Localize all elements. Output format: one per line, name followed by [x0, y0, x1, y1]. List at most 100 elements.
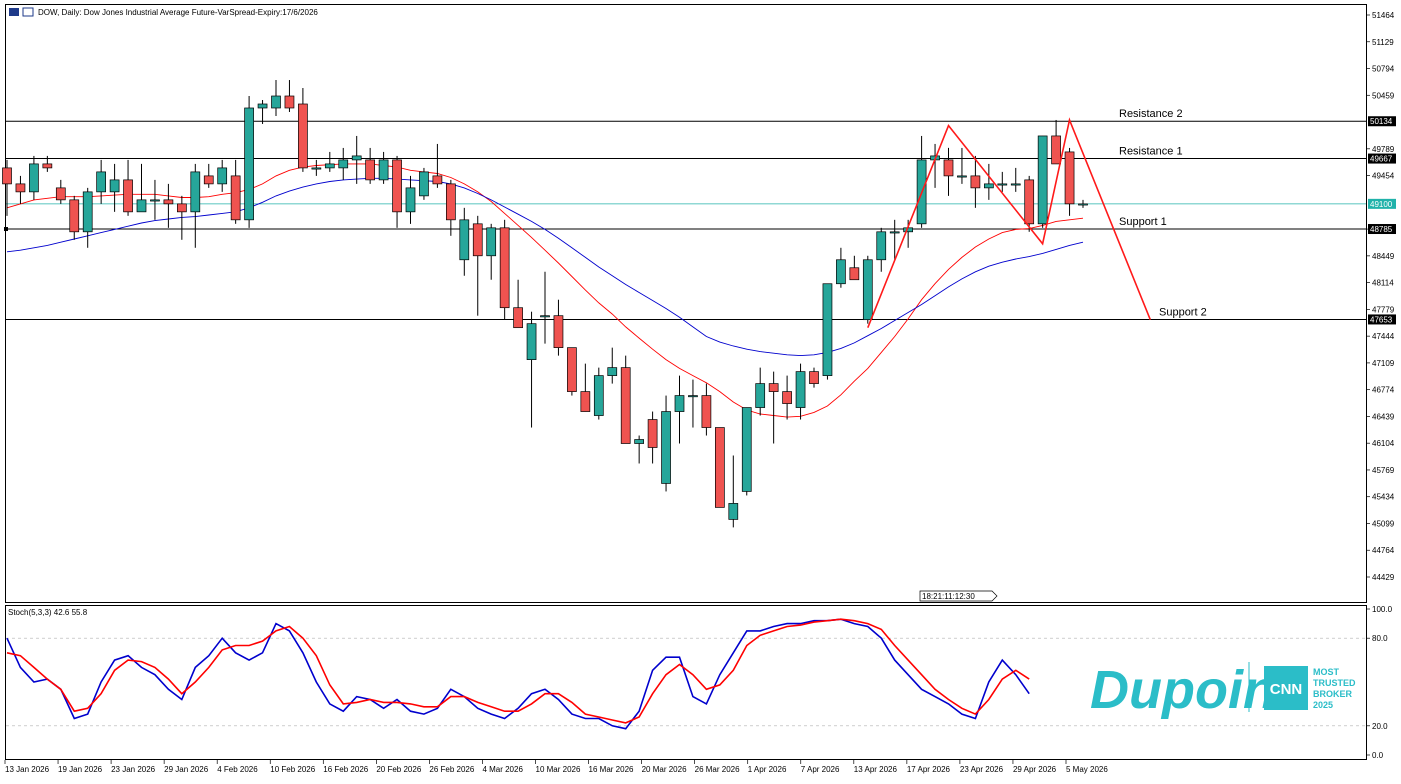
candle — [755, 367, 766, 416]
candle — [782, 375, 792, 420]
moving-average-line — [6, 163, 1084, 418]
candle — [472, 215, 483, 316]
price-tick-label: 46774 — [1372, 386, 1395, 395]
candle — [163, 183, 174, 228]
price-badge-text: 48785 — [1370, 225, 1393, 234]
date-label: 5 May 2026 — [1066, 765, 1108, 774]
stoch-tick-label: 80.0 — [1372, 634, 1388, 643]
date-label: 4 Mar 2026 — [482, 765, 523, 774]
candle — [271, 80, 281, 116]
candle-body — [741, 407, 752, 492]
price-pane-frame[interactable] — [5, 4, 1367, 603]
price-tick-label: 47444 — [1372, 332, 1395, 341]
candle — [190, 163, 201, 248]
price-tick-label: 47779 — [1372, 305, 1395, 314]
candle-body — [136, 199, 147, 213]
candle-body — [1051, 135, 1061, 165]
candle — [593, 367, 604, 420]
candle — [889, 219, 900, 260]
candle-body — [109, 179, 120, 193]
candle — [836, 247, 846, 288]
candle — [983, 163, 994, 200]
candle — [311, 159, 322, 176]
candle — [1037, 135, 1048, 228]
candle — [419, 167, 429, 200]
price-tick-label: 51464 — [1372, 11, 1395, 20]
candle-body — [55, 187, 66, 201]
candle — [809, 367, 819, 388]
price-badges: 50134 49667 49100 48785 47653 — [1368, 116, 1396, 325]
candle-body — [836, 259, 846, 285]
candle — [580, 363, 591, 412]
window-icon — [9, 8, 19, 16]
award-line-4: 2025 — [1313, 700, 1333, 710]
candle-body — [459, 219, 470, 261]
candle-body — [499, 227, 510, 309]
candle — [997, 171, 1008, 192]
candle-body — [607, 367, 618, 376]
price-tick-label: 45099 — [1372, 519, 1395, 528]
date-label: 17 Apr 2026 — [907, 765, 951, 774]
candle — [203, 163, 214, 188]
time-tag-box — [919, 590, 998, 602]
candle — [714, 427, 725, 508]
candle-body — [244, 107, 254, 221]
candle-body — [1010, 183, 1021, 186]
candle — [82, 187, 93, 248]
candle-body — [768, 383, 779, 392]
candle — [55, 179, 66, 204]
stoch-line — [6, 618, 1030, 724]
candle — [324, 151, 335, 172]
chart-header: DOW, Daily: Dow Jones Industrial Average… — [9, 7, 318, 17]
moving-averages — [6, 163, 1084, 418]
price-badge: 49667 — [1368, 153, 1396, 164]
candle — [392, 155, 402, 228]
candle-body — [620, 367, 631, 444]
pattern-annotation — [867, 117, 1152, 328]
date-label: 10 Mar 2026 — [536, 765, 581, 774]
brand-text: Dupoin — [1090, 660, 1276, 720]
candle-body — [271, 95, 281, 109]
dupoin-logo: Dupoin CNN MOST TRUSTED BROKER 2025 — [1090, 660, 1356, 720]
candle-body — [701, 395, 712, 428]
candle-body — [526, 323, 537, 360]
stoch-lines — [6, 618, 1030, 730]
level-label: Resistance 2 — [1119, 108, 1183, 120]
award-line-3: BROKER — [1313, 689, 1353, 699]
candle — [849, 255, 860, 281]
time-tag: 18:21:11:12:30 — [919, 590, 998, 602]
candle — [432, 143, 443, 188]
award-line-1: MOST — [1313, 667, 1340, 677]
price-tick-label: 46104 — [1372, 439, 1395, 448]
candle-body — [392, 159, 402, 213]
candle-body — [688, 395, 698, 398]
price-badge-box — [1368, 224, 1396, 235]
candle-body — [257, 103, 268, 109]
candle-body — [163, 199, 174, 205]
candle-body — [419, 171, 429, 197]
stoch-tick-label: 20.0 — [1372, 722, 1388, 731]
stoch-pane-frame[interactable] — [5, 605, 1367, 760]
candle-body — [472, 223, 483, 257]
price-badge: 50134 — [1368, 116, 1396, 127]
candle — [607, 347, 618, 384]
price-tick-label: 47109 — [1372, 359, 1395, 368]
candle-body — [647, 419, 658, 448]
date-label: 23 Jan 2026 — [111, 765, 156, 774]
price-badge-text: 50134 — [1370, 117, 1393, 126]
candle — [29, 155, 39, 200]
candle — [230, 159, 241, 224]
price-tick-label: 48449 — [1372, 252, 1395, 261]
price-axis: 5146451129507945045949789494544878448449… — [1366, 11, 1395, 582]
price-badge-text: 49667 — [1370, 155, 1393, 164]
candle-body — [123, 179, 133, 213]
candle — [405, 175, 416, 224]
candle-body — [889, 231, 900, 234]
price-tick-label: 51129 — [1372, 38, 1394, 47]
candle-body — [29, 163, 39, 193]
candle — [378, 151, 389, 184]
candle-body — [69, 199, 80, 233]
candle-body — [862, 259, 873, 321]
candle — [661, 395, 671, 492]
candle — [136, 163, 147, 213]
